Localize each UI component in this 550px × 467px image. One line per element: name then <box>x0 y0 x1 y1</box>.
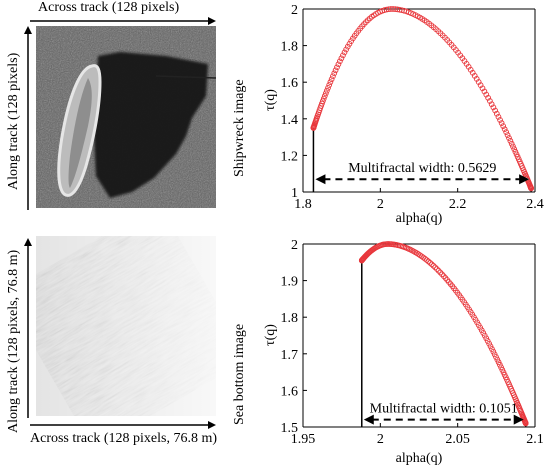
spectrum-point <box>493 110 500 117</box>
chart2-ylabel: τ(q) <box>263 324 278 346</box>
spectrum-point <box>495 113 502 120</box>
spectrum-point <box>425 258 432 265</box>
spectrum-point <box>503 129 510 136</box>
multifractal-width-label: Multifractal width: 0.5629 <box>348 161 496 176</box>
spectrum-point <box>507 138 514 144</box>
spectrum-point <box>319 98 326 104</box>
spectrum-point <box>332 67 339 74</box>
chart1-ylabel: τ(q) <box>263 89 278 111</box>
chart1-xlabel: alpha(q) <box>396 211 443 226</box>
y-tick-label: 1.7 <box>281 348 299 363</box>
spectrum-point <box>485 94 491 101</box>
top-image-x-arrow <box>30 17 216 25</box>
spectrum-point <box>497 117 503 123</box>
bottom-image-x-label: Across track (128 pixels, 76.8 m) <box>30 431 218 446</box>
spectrum-point <box>326 82 333 88</box>
spectrum-point <box>344 43 351 50</box>
width-arrow-right-head <box>513 414 524 425</box>
spectrum-point <box>428 261 435 268</box>
spectrum-point <box>335 61 342 68</box>
x-tick-label: 2.2 <box>449 197 467 212</box>
spectrum-point <box>321 93 328 99</box>
bottom-image-y-arrow <box>24 238 32 418</box>
y-tick-label: 1.4 <box>281 113 299 128</box>
spectrum-point <box>501 126 508 133</box>
spectrum-point <box>330 73 336 80</box>
spectrum-point <box>432 264 439 271</box>
spectrum-point <box>511 146 518 152</box>
spectrum-point <box>498 120 505 126</box>
top-image-x-label: Across track (128 pixels) <box>38 0 180 15</box>
spectrum-point <box>490 348 497 355</box>
spectrum-point <box>487 343 494 350</box>
spectrum-point <box>324 87 330 94</box>
shipwreck-multifractal-chart: 1 1.2 1.4 1.6 1.8 2 1.8 2 2.2 2.4 Multifractal w… <box>263 3 544 226</box>
width-arrow-left-head <box>363 414 374 425</box>
y-tick-label: 1.8 <box>281 40 299 55</box>
spectrum-point <box>319 100 325 107</box>
spectrum-point <box>508 140 515 147</box>
y-tick-label: 2 <box>291 238 298 253</box>
spectrum-point <box>506 135 512 141</box>
x-tick-label: 1.8 <box>294 197 312 212</box>
spectrum-point <box>484 338 491 344</box>
seabottom-multifractal-chart: 1.5 1.6 1.7 1.8 1.9 2 1.95 2 2.05 2.1 Multifract… <box>263 238 544 466</box>
seabottom-side-label: Sea bottom image <box>232 323 247 425</box>
bottom-image-y-label: Along track (128 pixels, 76.8 m) <box>6 249 21 433</box>
spectrum-point <box>327 79 334 85</box>
spectrum-point <box>338 55 345 62</box>
spectrum-point <box>522 420 529 427</box>
spectrum-point <box>427 259 433 266</box>
x-tick-label: 2.05 <box>445 432 470 447</box>
spectrum-point <box>340 52 346 59</box>
spectrum-point <box>434 266 440 272</box>
y-tick-label: 1.6 <box>281 384 299 399</box>
y-tick-label: 2 <box>291 3 298 18</box>
spectrum-point <box>528 185 534 192</box>
x-tick-label: 2 <box>377 197 384 212</box>
x-tick-label: 2.4 <box>526 197 544 212</box>
spectrum-point <box>423 257 430 263</box>
x-tick-label: 2.1 <box>526 432 544 447</box>
shipwreck-side-label: Shipwreck image <box>232 79 247 177</box>
y-tick-label: 1.5 <box>281 421 299 436</box>
y-tick-label: 1.6 <box>281 76 299 91</box>
y-tick-label: 1.2 <box>281 149 299 164</box>
spectrum-point <box>439 271 445 278</box>
spectrum-point <box>490 104 497 111</box>
spectrum-point <box>341 49 348 56</box>
top-image-y-arrow <box>24 26 32 210</box>
shipwreck-sonar-image <box>36 26 216 208</box>
spectrum-point <box>483 91 490 98</box>
spectrum-point <box>334 64 340 71</box>
spectrum-point <box>328 76 335 83</box>
spectrum-point <box>322 90 329 97</box>
spectrum-point <box>325 85 331 91</box>
spectrum-point <box>492 107 498 114</box>
spectrum-point <box>488 101 495 108</box>
x-tick-label: 2 <box>377 432 384 447</box>
spectrum-point <box>337 58 343 65</box>
spectrum-point <box>435 267 442 274</box>
spectrum-point <box>343 46 349 53</box>
spectrum-point <box>504 132 511 138</box>
x-tick-label: 1.95 <box>291 432 316 447</box>
y-tick-label: 1.9 <box>281 275 299 290</box>
multifractal-width-label: Multifractal width: 0.1051 <box>370 402 518 417</box>
sea-bottom-sonar-image <box>36 236 216 416</box>
width-arrow-right-head <box>519 174 530 185</box>
spectrum-point <box>430 262 437 269</box>
top-image-y-label: Along track (128 pixels) <box>6 52 21 190</box>
spectrum-point <box>437 269 444 276</box>
width-arrow-left-head <box>315 174 326 185</box>
spectrum-point <box>510 143 516 150</box>
spectrum-point <box>320 95 327 102</box>
spectrum-point <box>331 70 338 77</box>
y-tick-label: 1.8 <box>281 311 299 326</box>
spectrum-point <box>487 98 493 104</box>
chart2-xlabel: alpha(q) <box>396 451 443 466</box>
spectrum-point <box>500 123 507 129</box>
bottom-image-x-arrow <box>30 421 216 429</box>
y-tick-label: 1 <box>291 186 298 201</box>
